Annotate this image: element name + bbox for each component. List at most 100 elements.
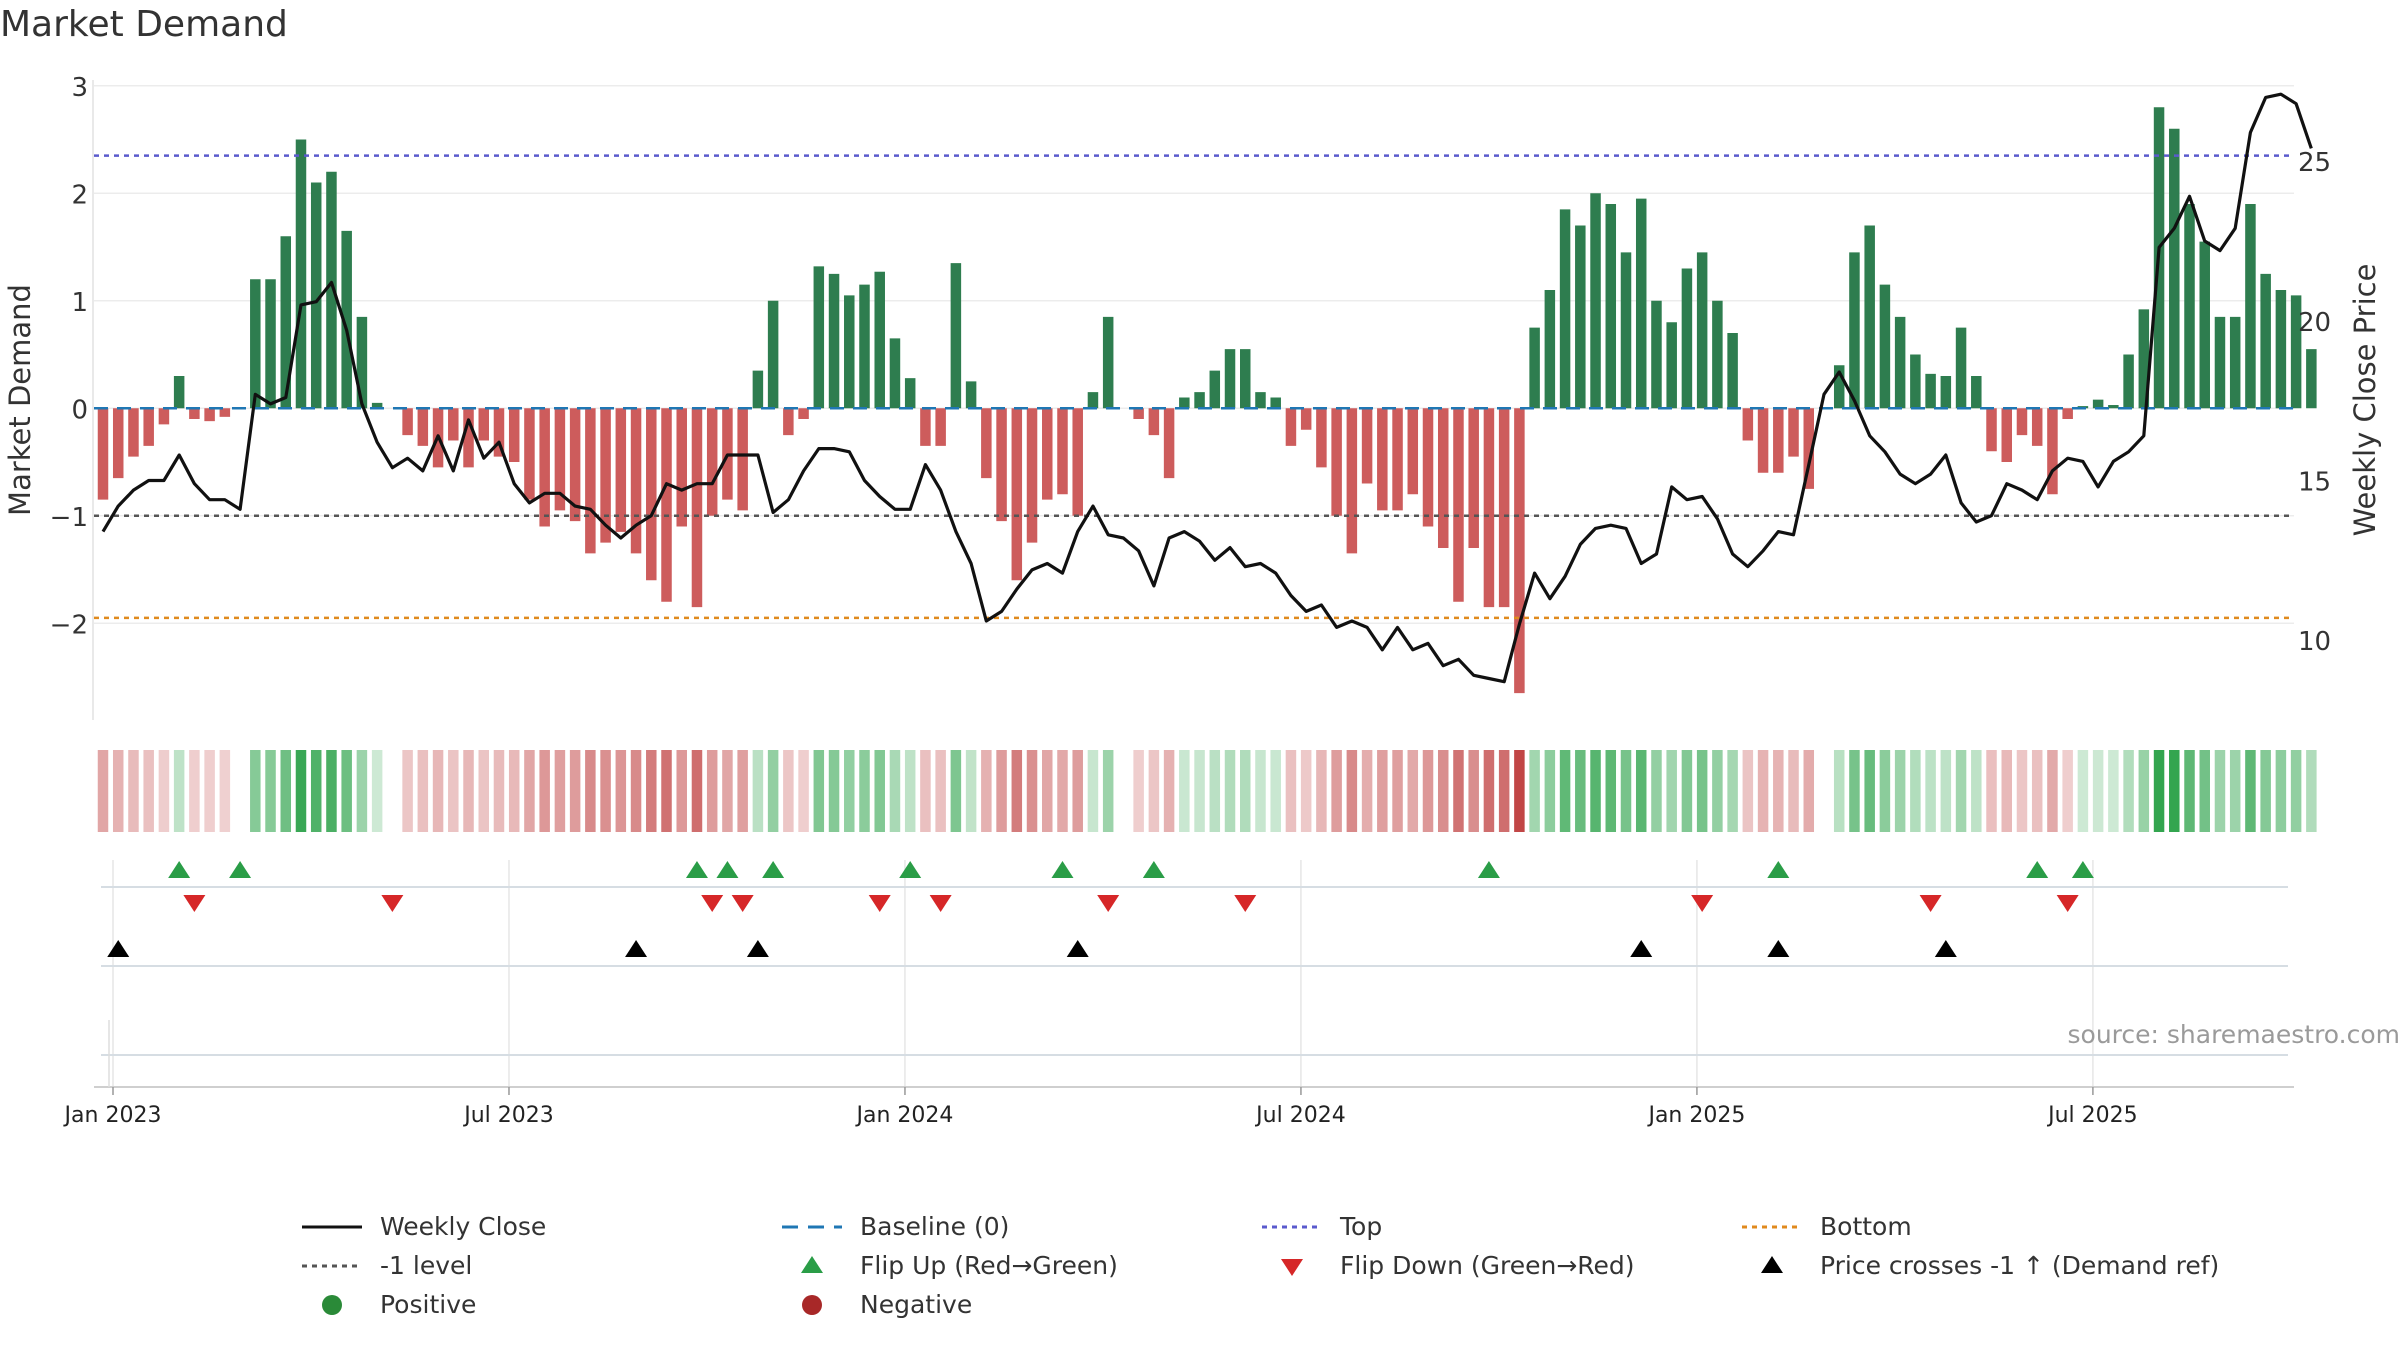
heat-cell bbox=[1955, 750, 1967, 832]
heat-cell bbox=[2169, 750, 2180, 832]
demand-bar-positive bbox=[280, 236, 292, 409]
demand-bar-negative bbox=[1757, 408, 1769, 473]
demand-bar-negative bbox=[402, 408, 413, 436]
demand-bar-negative bbox=[97, 408, 109, 500]
demand-bar-positive bbox=[2092, 399, 2104, 409]
demand-bar-negative bbox=[1803, 408, 1815, 489]
demand-bar-positive bbox=[371, 402, 383, 409]
heat-cell bbox=[554, 750, 566, 832]
heat-cell bbox=[463, 750, 474, 832]
demand-bar-positive bbox=[1696, 252, 1708, 409]
demand-bar-negative bbox=[1788, 408, 1799, 457]
flip-down-marker bbox=[2056, 895, 2079, 912]
heat-cell bbox=[2123, 750, 2134, 832]
demand-bar-positive bbox=[1635, 198, 1647, 409]
heat-cell bbox=[1224, 750, 1236, 832]
heat-cell bbox=[1422, 750, 1434, 832]
heat-cell bbox=[371, 750, 383, 832]
heat-cell bbox=[1514, 750, 1525, 832]
heat-cell bbox=[448, 750, 459, 832]
demand-bar-positive bbox=[1666, 322, 1677, 409]
heat-cell bbox=[676, 750, 687, 832]
heat-cell bbox=[1072, 750, 1083, 832]
heat-cell bbox=[859, 750, 870, 832]
heat-cell bbox=[1620, 750, 1632, 832]
demand-bar-positive bbox=[828, 273, 840, 409]
heat-cell bbox=[691, 750, 703, 832]
heat-cell bbox=[128, 750, 139, 832]
heat-cell bbox=[935, 750, 946, 832]
demand-bar-positive bbox=[1971, 376, 1982, 409]
heat-cell bbox=[539, 750, 550, 832]
demand-bar-positive bbox=[356, 316, 368, 409]
demand-bar-negative bbox=[691, 408, 703, 608]
demand-bar-positive bbox=[250, 279, 261, 409]
heat-cell bbox=[158, 750, 170, 832]
demand-bar-positive bbox=[1651, 300, 1662, 409]
heat-cell bbox=[417, 750, 429, 832]
demand-bar-negative bbox=[189, 408, 200, 419]
heat-cell bbox=[1894, 750, 1906, 832]
demand-bar-negative bbox=[1773, 408, 1784, 473]
demand-bar-positive bbox=[1087, 392, 1099, 409]
x-tick-label: Jan 2023 bbox=[63, 1103, 162, 1128]
demand-bar-negative bbox=[1392, 408, 1403, 511]
y-tick-label: 1 bbox=[71, 288, 88, 318]
heat-cell bbox=[295, 750, 307, 832]
heat-cell bbox=[813, 750, 825, 832]
flip-down-marker bbox=[381, 895, 404, 912]
heat-cell bbox=[1575, 750, 1586, 832]
demand-bar-negative bbox=[1437, 408, 1449, 548]
flip-down-marker bbox=[1234, 895, 1257, 912]
heat-cell bbox=[1590, 750, 1601, 832]
heat-cell bbox=[189, 750, 200, 832]
demand-bar-negative bbox=[1026, 408, 1038, 543]
flip-down-marker bbox=[929, 895, 952, 912]
heat-cell bbox=[97, 750, 109, 832]
price-cross-marker bbox=[1630, 940, 1653, 957]
demand-bar-positive bbox=[874, 271, 885, 409]
demand-bar-negative bbox=[1422, 408, 1434, 527]
heat-cell bbox=[1331, 750, 1342, 832]
demand-bar-negative bbox=[1377, 408, 1388, 511]
demand-bar-negative bbox=[1300, 408, 1312, 430]
demand-bar-positive bbox=[2123, 354, 2134, 409]
demand-bar-negative bbox=[128, 408, 139, 457]
demand-bar-positive bbox=[341, 230, 352, 409]
flip-up-marker bbox=[1051, 861, 1074, 878]
dotted-line-icon bbox=[1262, 1225, 1322, 1228]
demand-bar-negative bbox=[1742, 408, 1754, 441]
dot-icon bbox=[322, 1294, 342, 1315]
legend-flip-up: Flip Up (Red→Green) bbox=[780, 1251, 1260, 1281]
heat-cell bbox=[1940, 750, 1952, 832]
heat-cell bbox=[2062, 750, 2073, 832]
y-axis-label: Market Demand bbox=[3, 284, 37, 516]
demand-bar-negative bbox=[935, 408, 946, 446]
demand-bar-negative bbox=[1453, 408, 1464, 602]
demand-bar-positive bbox=[1605, 204, 1617, 409]
demand-bar-negative bbox=[661, 408, 672, 602]
heat-cell bbox=[204, 750, 215, 832]
demand-bar-positive bbox=[965, 381, 977, 409]
legend-positive: Positive bbox=[300, 1290, 780, 1320]
demand-bar-positive bbox=[1712, 300, 1723, 409]
heat-cell bbox=[1179, 750, 1190, 832]
demand-heat-strip bbox=[97, 750, 2317, 832]
heat-cell bbox=[630, 750, 642, 832]
demand-bar-negative bbox=[737, 408, 748, 511]
demand-bar-negative bbox=[783, 408, 794, 436]
heat-cell bbox=[1773, 750, 1784, 832]
demand-bar-negative bbox=[478, 408, 489, 441]
dot-icon bbox=[802, 1294, 822, 1315]
heat-cell bbox=[1133, 750, 1144, 832]
demand-bar-negative bbox=[1468, 408, 1479, 548]
triangle-up-icon bbox=[1761, 1255, 1783, 1273]
y2-tick-label: 10 bbox=[2298, 627, 2331, 657]
heat-cell bbox=[646, 750, 657, 832]
demand-bar-negative bbox=[600, 408, 611, 543]
heat-cell bbox=[143, 750, 154, 832]
flip-up-marker bbox=[1142, 861, 1165, 878]
demand-bar-positive bbox=[2214, 316, 2226, 409]
demand-bar-positive bbox=[950, 263, 962, 409]
heat-cell bbox=[2275, 750, 2287, 832]
